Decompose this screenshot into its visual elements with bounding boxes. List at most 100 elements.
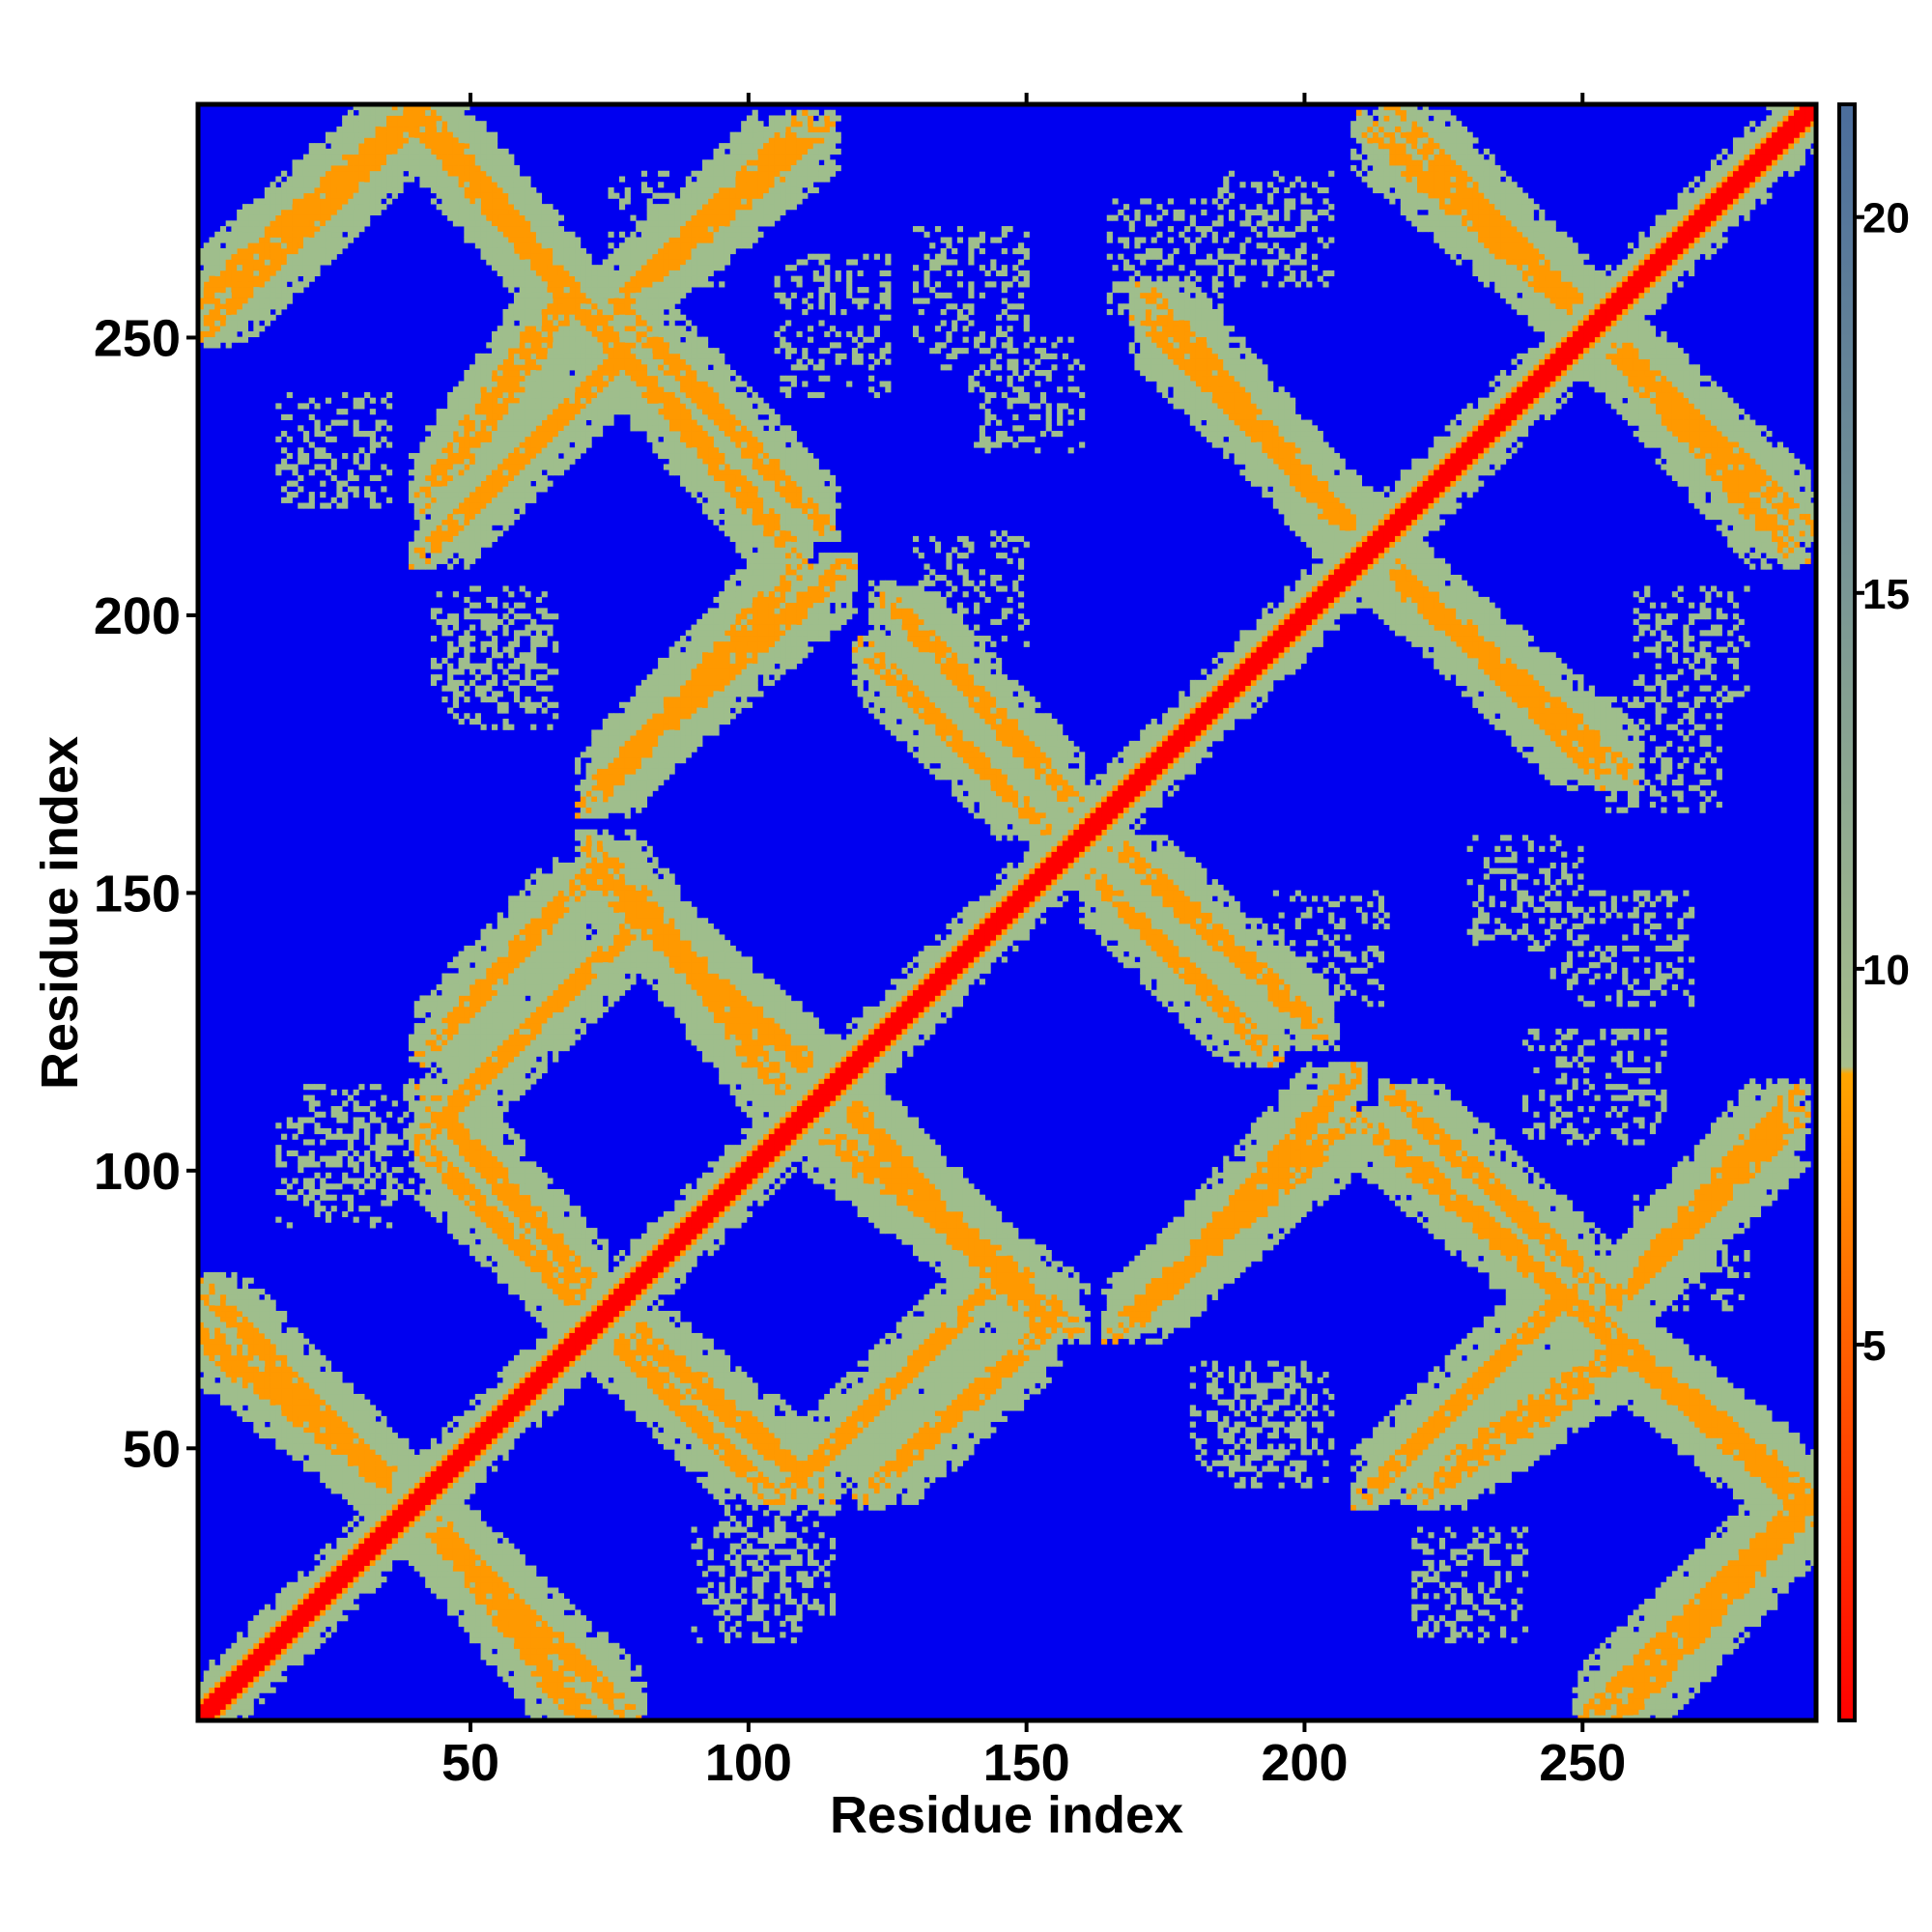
heatmap-cell [1749, 1609, 1755, 1615]
heatmap-cell [1694, 1444, 1700, 1450]
heatmap-cell [636, 254, 641, 260]
heatmap-cell [696, 176, 702, 182]
heatmap-cell [1634, 1643, 1639, 1649]
heatmap-cell [425, 110, 431, 116]
heatmap-cell [702, 238, 708, 243]
heatmap-cell [376, 159, 382, 165]
heatmap-cell [713, 182, 719, 187]
heatmap-cell [625, 293, 631, 298]
heatmap-cell [1772, 1122, 1777, 1128]
heatmap-cell [674, 220, 680, 226]
heatmap-cell [1650, 1704, 1656, 1710]
heatmap-cell [1661, 1692, 1666, 1698]
heatmap-cell [1717, 1200, 1722, 1206]
heatmap-cell [381, 171, 386, 177]
heatmap-cell [314, 182, 320, 187]
heatmap-cell [625, 276, 631, 282]
heatmap-cell [1406, 1488, 1412, 1493]
heatmap-cell [724, 204, 730, 210]
heatmap-cell [1721, 1189, 1727, 1195]
heatmap-cell [741, 155, 747, 160]
heatmap-cell [414, 143, 420, 149]
heatmap-cell [358, 137, 364, 143]
heatmap-cell [757, 187, 763, 193]
heatmap-cell [437, 171, 442, 177]
heatmap-cell [1628, 1344, 1634, 1350]
heatmap-cell [348, 210, 354, 215]
heatmap-cell [1583, 1361, 1589, 1367]
heatmap-cell [1755, 1145, 1761, 1151]
heatmap-cell [1755, 1560, 1761, 1566]
heatmap-cell [419, 121, 425, 127]
heatmap-cell [1788, 1465, 1794, 1471]
heatmap-cell [326, 149, 331, 155]
heatmap-cell [1739, 1548, 1745, 1554]
heatmap-cell [231, 270, 237, 276]
heatmap-cell [1656, 1350, 1662, 1355]
heatmap-cell [414, 503, 420, 509]
heatmap-cell [275, 232, 281, 238]
heatmap-cell [553, 326, 558, 331]
heatmap-cell [603, 265, 609, 270]
heatmap-cell [1788, 1156, 1794, 1162]
heatmap-cell [553, 238, 558, 243]
heatmap-cell [1638, 1682, 1644, 1688]
heatmap-cell [581, 248, 586, 254]
heatmap-cell [508, 265, 514, 270]
heatmap-cell [658, 226, 664, 232]
heatmap-cell [514, 242, 520, 248]
heatmap-cell [1678, 1372, 1684, 1378]
heatmap-cell [1744, 1483, 1749, 1489]
heatmap-cell [1800, 1499, 1805, 1505]
heatmap-cell [1777, 1161, 1783, 1167]
heatmap-cell [1711, 1151, 1717, 1156]
heatmap-cell [1616, 1355, 1622, 1361]
heatmap-cell [1666, 1416, 1672, 1422]
heatmap-cell [824, 171, 830, 177]
heatmap-cell [1772, 1095, 1777, 1101]
heatmap-cell [331, 193, 337, 199]
heatmap-cell [514, 204, 520, 210]
heatmap-cell [597, 293, 603, 298]
heatmap-cell [1783, 1461, 1789, 1466]
heatmap-cell [1694, 1643, 1700, 1649]
heatmap-cell [492, 204, 497, 210]
heatmap-cell [1783, 1505, 1789, 1511]
heatmap-cell [564, 309, 570, 315]
heatmap-cell [265, 281, 270, 287]
heatmap-cell [530, 187, 536, 193]
heatmap-cell [713, 254, 719, 260]
heatmap-cell [1744, 1471, 1749, 1477]
heatmap-cell [1678, 1688, 1684, 1693]
heatmap-cell [1666, 1266, 1672, 1272]
heatmap-cell [275, 238, 281, 243]
heatmap-cell [1721, 1173, 1727, 1179]
heatmap-cell [1705, 1145, 1711, 1151]
heatmap-cell [680, 242, 686, 248]
heatmap-cell [664, 265, 669, 270]
heatmap-cell [1694, 1151, 1700, 1156]
heatmap-cell [1644, 1317, 1650, 1322]
heatmap-cell [1721, 1615, 1727, 1621]
heatmap-cell [326, 132, 331, 138]
heatmap-cell [1805, 1516, 1811, 1521]
heatmap-cell [1595, 1361, 1601, 1367]
heatmap-cell [536, 198, 542, 204]
heatmap-cell [1733, 1477, 1739, 1483]
heatmap-cell [652, 254, 658, 260]
heatmap-cell [741, 193, 747, 199]
heatmap-cell [1634, 1670, 1639, 1676]
heatmap-cell [1694, 1239, 1700, 1245]
heatmap-cell [1772, 1461, 1777, 1466]
heatmap-cell [259, 248, 265, 254]
heatmap-cell [386, 143, 392, 149]
heatmap-cell [303, 238, 309, 243]
heatmap-cell [542, 281, 548, 287]
heatmap-cell [1766, 1577, 1772, 1582]
heatmap-cell [757, 215, 763, 221]
heatmap-cell [658, 293, 664, 298]
heatmap-cell [503, 198, 509, 204]
heatmap-cell [713, 215, 719, 221]
heatmap-cell [1628, 1378, 1634, 1383]
heatmap-cell [530, 210, 536, 215]
